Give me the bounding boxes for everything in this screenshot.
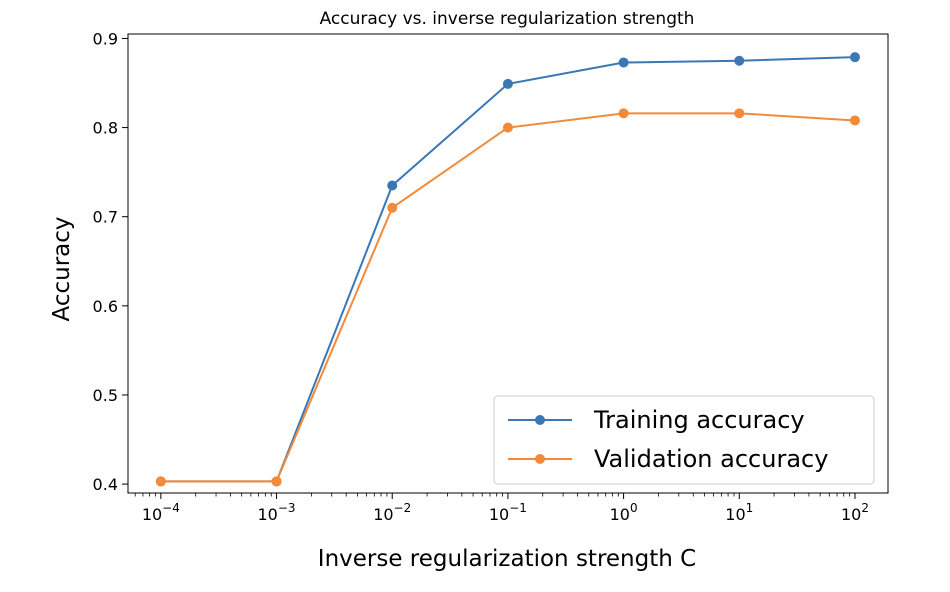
data-point [271, 476, 282, 487]
y-tick-label: 0.4 [93, 475, 118, 494]
x-tick-label: 100 [610, 501, 638, 524]
legend-marker [535, 454, 545, 464]
y-axis-label: Accuracy [49, 216, 75, 321]
y-tick-label: 0.6 [93, 297, 118, 316]
data-point [734, 108, 745, 119]
x-tick-label: 10−1 [489, 501, 527, 524]
y-tick-label: 0.8 [93, 119, 118, 138]
x-tick-label: 101 [725, 501, 753, 524]
data-point [618, 108, 629, 119]
y-tick-label: 0.7 [93, 208, 118, 227]
data-point [734, 55, 745, 66]
data-point [618, 57, 629, 68]
legend-box [493, 395, 875, 485]
data-point [155, 476, 166, 487]
chart-title: Accuracy vs. inverse regularization stre… [320, 9, 695, 29]
y-tick-label: 0.9 [93, 29, 118, 48]
data-point [849, 52, 860, 63]
data-point [849, 115, 860, 126]
legend-label: Validation accuracy [594, 445, 828, 473]
legend-label: Training accuracy [593, 406, 805, 434]
x-tick-label: 10−2 [373, 501, 411, 524]
data-point [502, 122, 513, 133]
x-axis-label: Inverse regularization strength C [318, 546, 696, 572]
series-layer [155, 52, 860, 487]
y-axis: 0.4 0.5 0.6 0.7 0.8 0.9 [93, 29, 128, 494]
x-tick-label: 10−3 [258, 501, 296, 524]
data-point [502, 78, 513, 89]
x-tick-label: 102 [841, 501, 869, 524]
y-tick-label: 0.5 [93, 386, 118, 405]
data-point [387, 180, 398, 191]
legend-marker [535, 415, 545, 425]
x-axis: 10−4 10−3 10−2 10−1 100 101 102 [134, 493, 869, 524]
data-point [387, 202, 398, 213]
legend: Training accuracy Validation accuracy [493, 395, 875, 485]
x-tick-label: 10−4 [142, 501, 180, 524]
